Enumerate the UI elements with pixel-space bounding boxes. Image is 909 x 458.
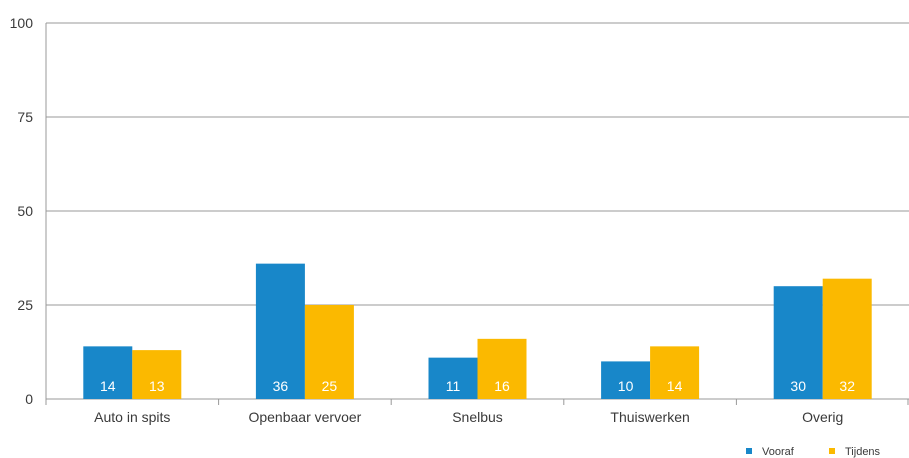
- data-label: 30: [790, 378, 806, 394]
- y-tick-label: 100: [10, 15, 34, 31]
- data-label: 25: [322, 378, 338, 394]
- data-label: 11: [446, 378, 461, 394]
- bar-tijdens-2: [477, 338, 527, 399]
- category-label: Auto in spits: [94, 409, 170, 425]
- bar-vooraf-0: [83, 346, 133, 399]
- legend-label-tijdens: Tijdens: [845, 446, 881, 458]
- data-label: 14: [100, 378, 116, 394]
- y-tick-label: 50: [17, 203, 33, 219]
- legend-swatch-vooraf: [746, 448, 752, 454]
- y-tick-label: 75: [17, 109, 33, 125]
- data-label: 16: [494, 378, 510, 394]
- bar-tijdens-3: [650, 346, 700, 399]
- bar-tijdens-0: [132, 350, 182, 399]
- bar-vooraf-4: [773, 286, 823, 399]
- legend-label-vooraf: Vooraf: [762, 446, 795, 458]
- bar-vooraf-3: [601, 361, 651, 399]
- bar-tijdens-4: [822, 278, 872, 399]
- bars: 14 13 36 25 11 16 10 14 30 32: [83, 263, 872, 399]
- bar-tijdens-1: [304, 305, 354, 399]
- data-label: 10: [618, 378, 634, 394]
- data-label: 13: [149, 378, 165, 394]
- data-label: 14: [667, 378, 683, 394]
- category-label: Overig: [802, 409, 843, 425]
- x-axis-categories: Auto in spits Openbaar vervoer Snelbus Thui…: [94, 409, 843, 425]
- legend: Vooraf Tijdens: [746, 446, 881, 458]
- bar-vooraf-2: [428, 357, 478, 399]
- category-label: Snelbus: [452, 409, 503, 425]
- bar-vooraf-1: [255, 263, 305, 399]
- y-tick-label: 0: [25, 391, 33, 407]
- category-label: Thuiswerken: [610, 409, 689, 425]
- y-tick-label: 25: [17, 297, 33, 313]
- category-label: Openbaar vervoer: [248, 409, 361, 425]
- legend-swatch-tijdens: [829, 448, 835, 454]
- y-axis-ticks: 0 25 50 75 100: [10, 15, 34, 407]
- data-label: 36: [273, 378, 289, 394]
- data-label: 32: [839, 378, 855, 394]
